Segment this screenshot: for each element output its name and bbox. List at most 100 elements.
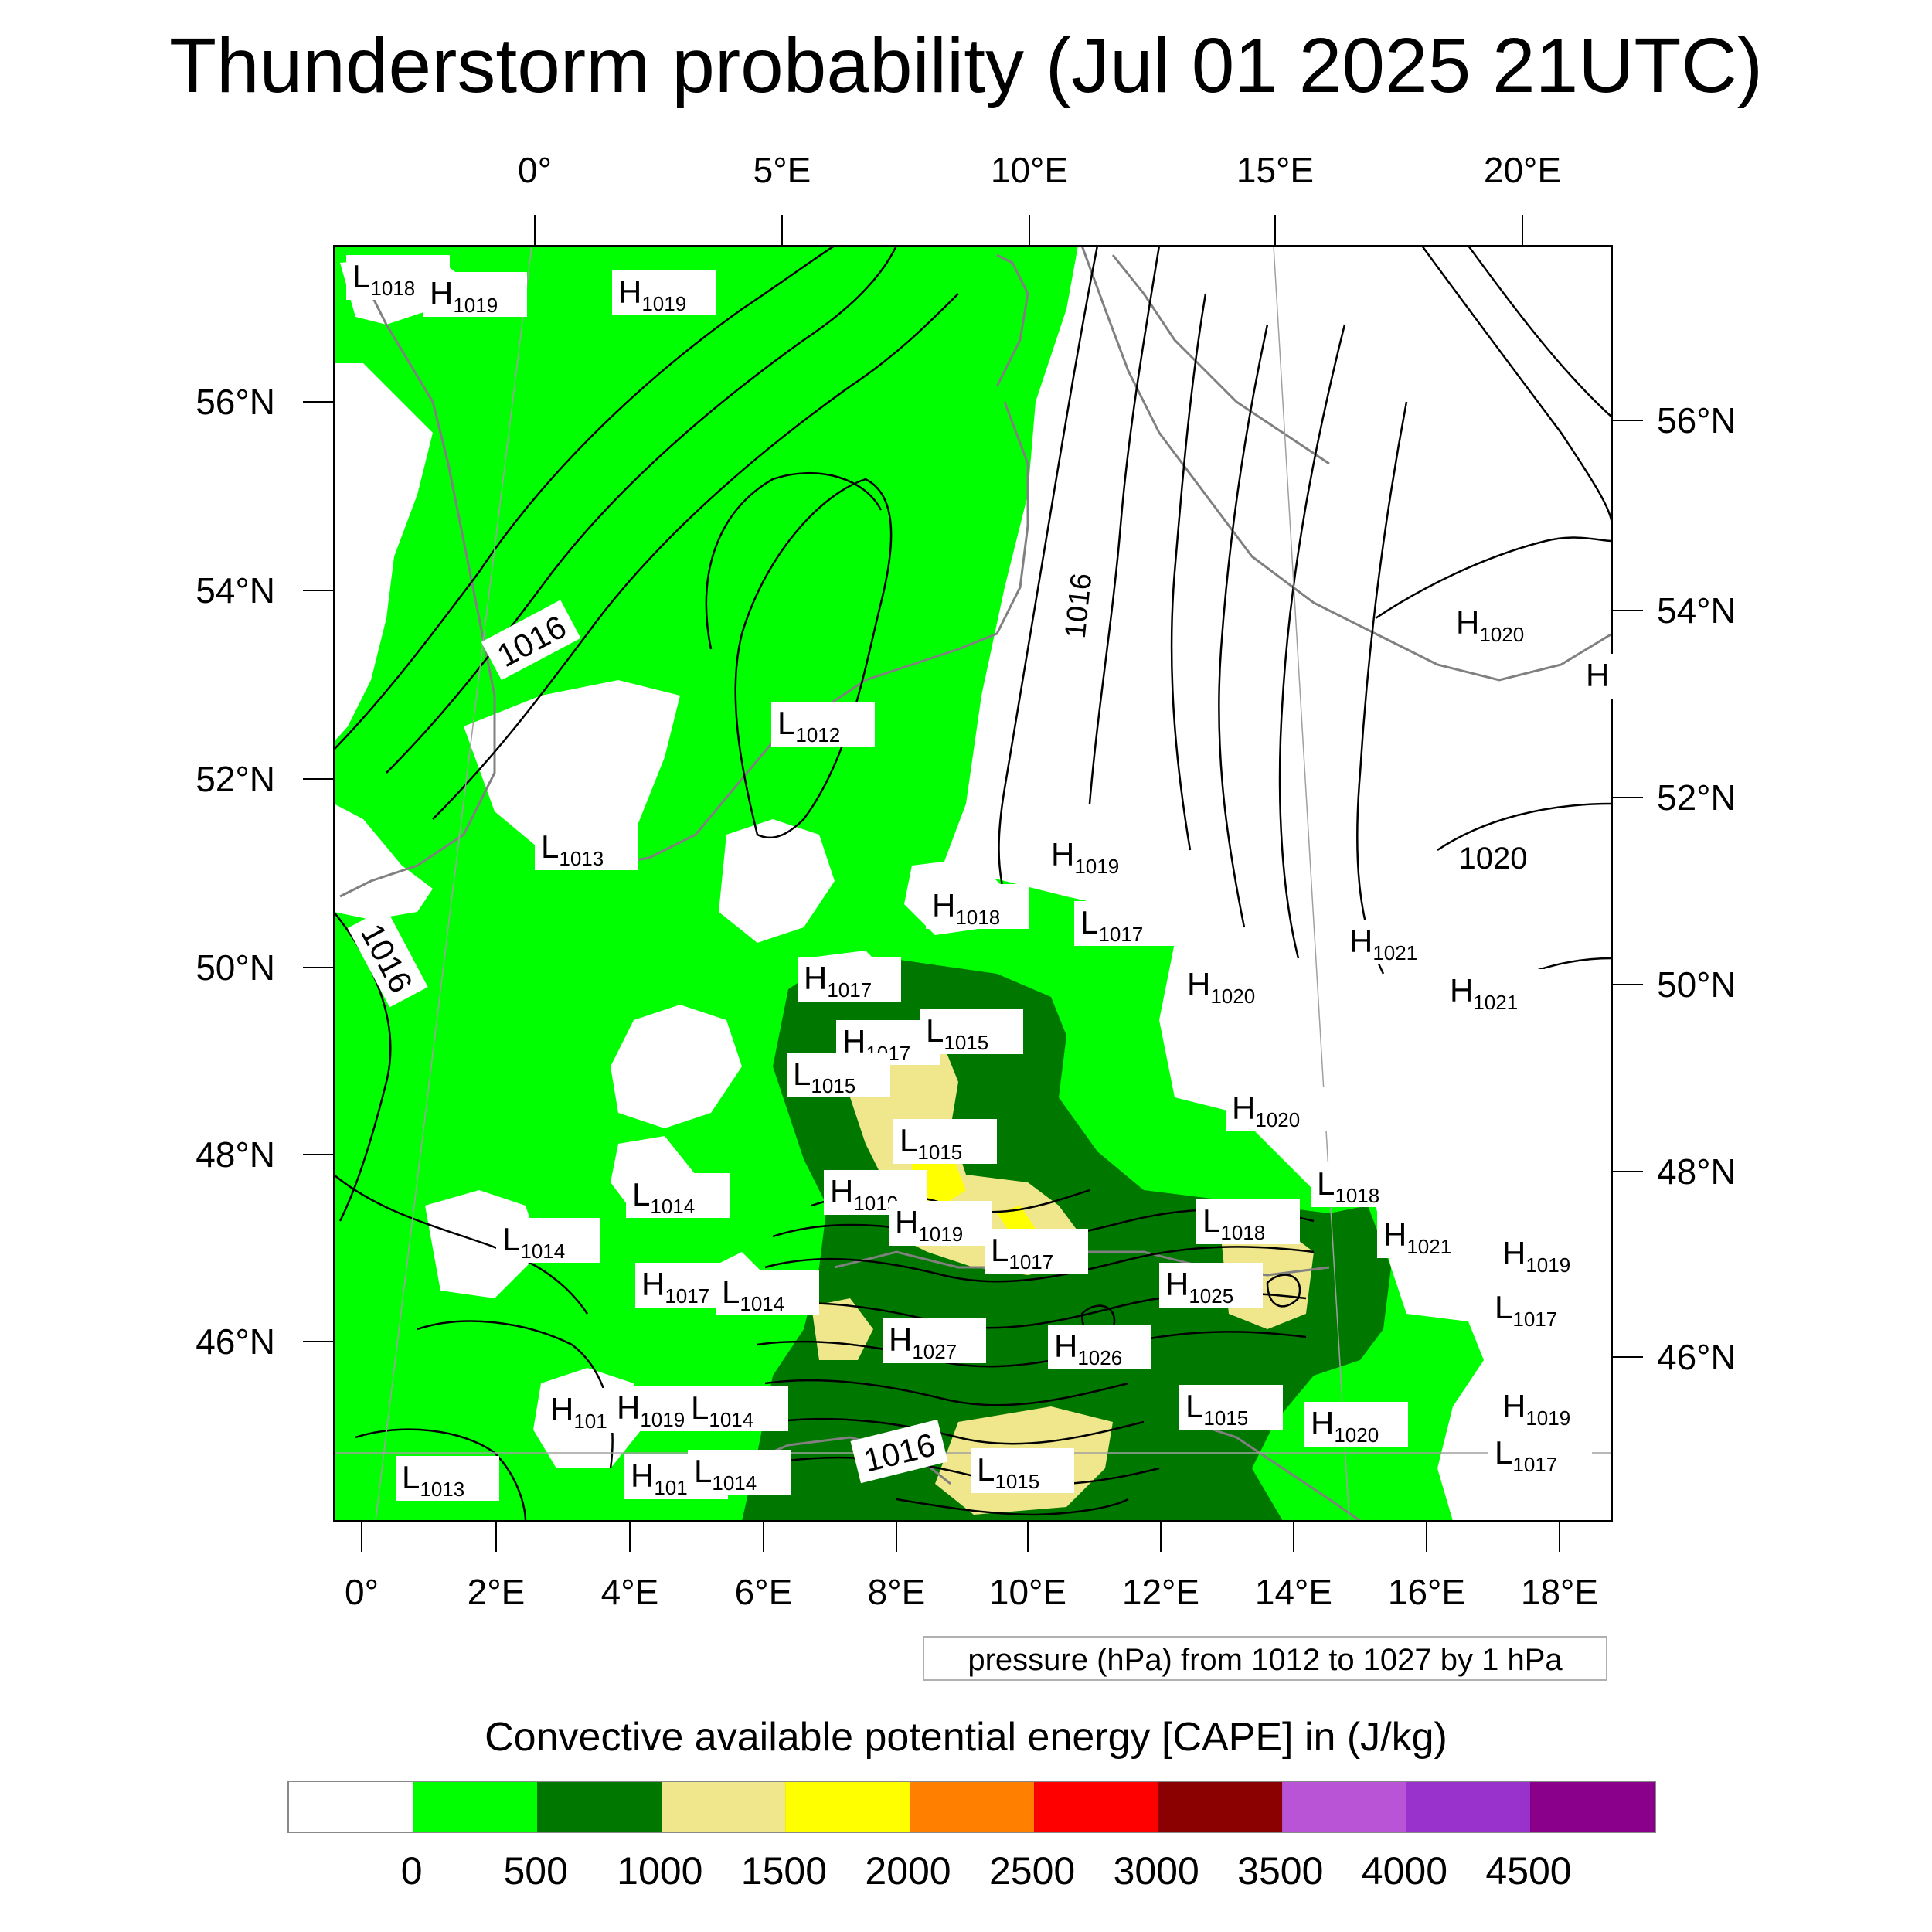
pressure-center-text: L1013 xyxy=(541,828,604,870)
pressure-center-label: L1018 xyxy=(1311,1162,1414,1207)
pressure-center-text: H1019 xyxy=(1502,1388,1570,1430)
pressure-center-value: 1019 xyxy=(453,294,498,317)
pressure-center-text: H1019 xyxy=(1051,836,1119,878)
pressure-center-value: 1014 xyxy=(520,1240,565,1263)
pressure-center-bg xyxy=(1496,1232,1600,1277)
pressure-center-value: 1019 xyxy=(1074,855,1119,878)
pressure-center-type: L xyxy=(541,828,559,865)
pressure-center-text: H1021 xyxy=(1450,972,1518,1014)
pressure-center-value: 1019 xyxy=(1526,1406,1570,1430)
pressure-center-label: L1018 xyxy=(346,255,450,300)
pressure-center-value: 1015 xyxy=(1203,1406,1248,1430)
pressure-center-label: L1015 xyxy=(1179,1385,1283,1430)
bottom-axis-label: 16°E xyxy=(1388,1572,1465,1612)
left-axis-label: 46°N xyxy=(196,1321,275,1362)
pressure-center-bg xyxy=(1488,1286,1592,1331)
pressure-center-label: L1015 xyxy=(971,1448,1074,1493)
pressure-center-text: L1012 xyxy=(777,705,840,747)
pressure-center-bg xyxy=(1159,1263,1263,1308)
pressure-center-type: H xyxy=(1456,604,1479,641)
pressure-center-text: H1027 xyxy=(889,1321,957,1363)
pressure-center-bg xyxy=(626,1173,730,1218)
left-axis-ticks xyxy=(303,401,334,1342)
right-axis-label: 50°N xyxy=(1657,964,1736,1005)
legend-tick-label: 3000 xyxy=(1113,1849,1199,1893)
pressure-center-text: L1018 xyxy=(352,258,415,300)
meridian-0 xyxy=(375,245,532,1522)
pressure-center-type: L xyxy=(722,1274,740,1310)
isobar xyxy=(386,246,898,774)
pressure-center-value: 1021 xyxy=(1473,991,1518,1014)
pressure-center-type: H xyxy=(1054,1328,1077,1364)
pressure-center-bg xyxy=(798,957,901,1002)
cape-hole xyxy=(334,804,433,920)
bottom-axis-label: 2°E xyxy=(468,1572,526,1612)
coastline-adriatic xyxy=(1189,1420,1361,1521)
pressure-center-type: L xyxy=(1317,1165,1335,1202)
pressure-center-bg xyxy=(1580,654,1621,699)
pressure-center-type: H xyxy=(550,1391,573,1427)
pressure-center-type: L xyxy=(991,1232,1009,1268)
pressure-center-label: H1019 xyxy=(612,270,716,315)
pressure-center-label: L1014 xyxy=(688,1450,791,1495)
pressure-center-bg xyxy=(920,1009,1023,1054)
legend-swatch xyxy=(1033,1782,1158,1832)
legend-swatch xyxy=(289,1782,413,1832)
pressure-center-label: H1019 xyxy=(423,272,527,317)
pressure-center-type: L xyxy=(402,1459,420,1495)
pressure-center-text: L1017 xyxy=(1495,1434,1557,1476)
left-axis-label: 48°N xyxy=(196,1134,275,1175)
pressure-center-type: L xyxy=(1202,1202,1220,1239)
pressure-center-text: L1015 xyxy=(793,1056,855,1097)
top-axis-label: 10°E xyxy=(991,150,1068,190)
pressure-center-label: L1015 xyxy=(787,1053,890,1097)
pressure-center-text: H xyxy=(1586,657,1609,693)
pressure-center-bg xyxy=(612,270,716,315)
legend-colorbar xyxy=(287,1781,1656,1833)
right-axis-labels: 56°N 54°N 52°N 50°N 48°N 46°N xyxy=(1657,400,1736,1377)
pressure-center-text: L1015 xyxy=(977,1451,1039,1493)
pressure-center-bg xyxy=(1488,1431,1592,1476)
pressure-center-value: 1014 xyxy=(740,1292,784,1315)
pressure-center-type: L xyxy=(1495,1289,1512,1325)
cape-hole xyxy=(611,1005,742,1128)
isobar xyxy=(705,471,883,650)
isobar xyxy=(355,1428,527,1521)
pressure-center-value: 1013 xyxy=(559,847,604,870)
pressure-center-type: L xyxy=(1080,904,1098,940)
pressure-center-type: L xyxy=(502,1221,520,1257)
pressure-center-text: L1014 xyxy=(691,1389,753,1431)
legend-tick-label: 4500 xyxy=(1485,1849,1572,1893)
isobar xyxy=(334,246,835,750)
right-axis-label: 52°N xyxy=(1657,777,1736,818)
pressure-center-label: H1021 xyxy=(1444,969,1547,1014)
pressure-center-bg xyxy=(787,1053,890,1097)
coastline-uk xyxy=(339,277,496,898)
pressure-center-text: H1021 xyxy=(1383,1216,1451,1258)
pressure-center-type: H xyxy=(1502,1235,1526,1271)
pressure-center-bg xyxy=(1181,963,1284,1008)
pressure-center-type: H xyxy=(1450,972,1473,1009)
legend-swatch xyxy=(1158,1782,1282,1832)
pressure-center-value: 1018 xyxy=(1335,1184,1379,1207)
pressure-center-bg xyxy=(716,1270,819,1315)
top-axis-label: 20°E xyxy=(1484,150,1561,190)
pressure-center-value: 1015 xyxy=(917,1141,962,1164)
pressure-center-text: H1019 xyxy=(618,274,686,315)
coastline-denmark xyxy=(995,253,1029,387)
pressure-center-value: 1015 xyxy=(995,1470,1039,1493)
pressure-center-text: H1020 xyxy=(1232,1090,1300,1131)
pressure-center-text: L1017 xyxy=(991,1232,1053,1274)
pressure-center-bg xyxy=(893,1119,997,1164)
pressure-center-bg xyxy=(535,825,638,870)
isobar xyxy=(1467,246,1612,418)
plot-frame xyxy=(333,245,1613,1522)
top-axis-labels: 0° 5°E 10°E 15°E 20°E xyxy=(518,150,1561,190)
pressure-center-value: 1017 xyxy=(1512,1453,1557,1476)
pressure-center-bg xyxy=(971,1448,1074,1493)
cape-hole xyxy=(464,680,680,866)
chart-title: Thunderstorm probability (Jul 01 2025 21… xyxy=(168,22,1764,109)
pressure-center-value: 1017 xyxy=(1009,1250,1053,1274)
pressure-center-bg xyxy=(688,1450,791,1495)
pressure-center-text: H1019 xyxy=(430,275,498,317)
